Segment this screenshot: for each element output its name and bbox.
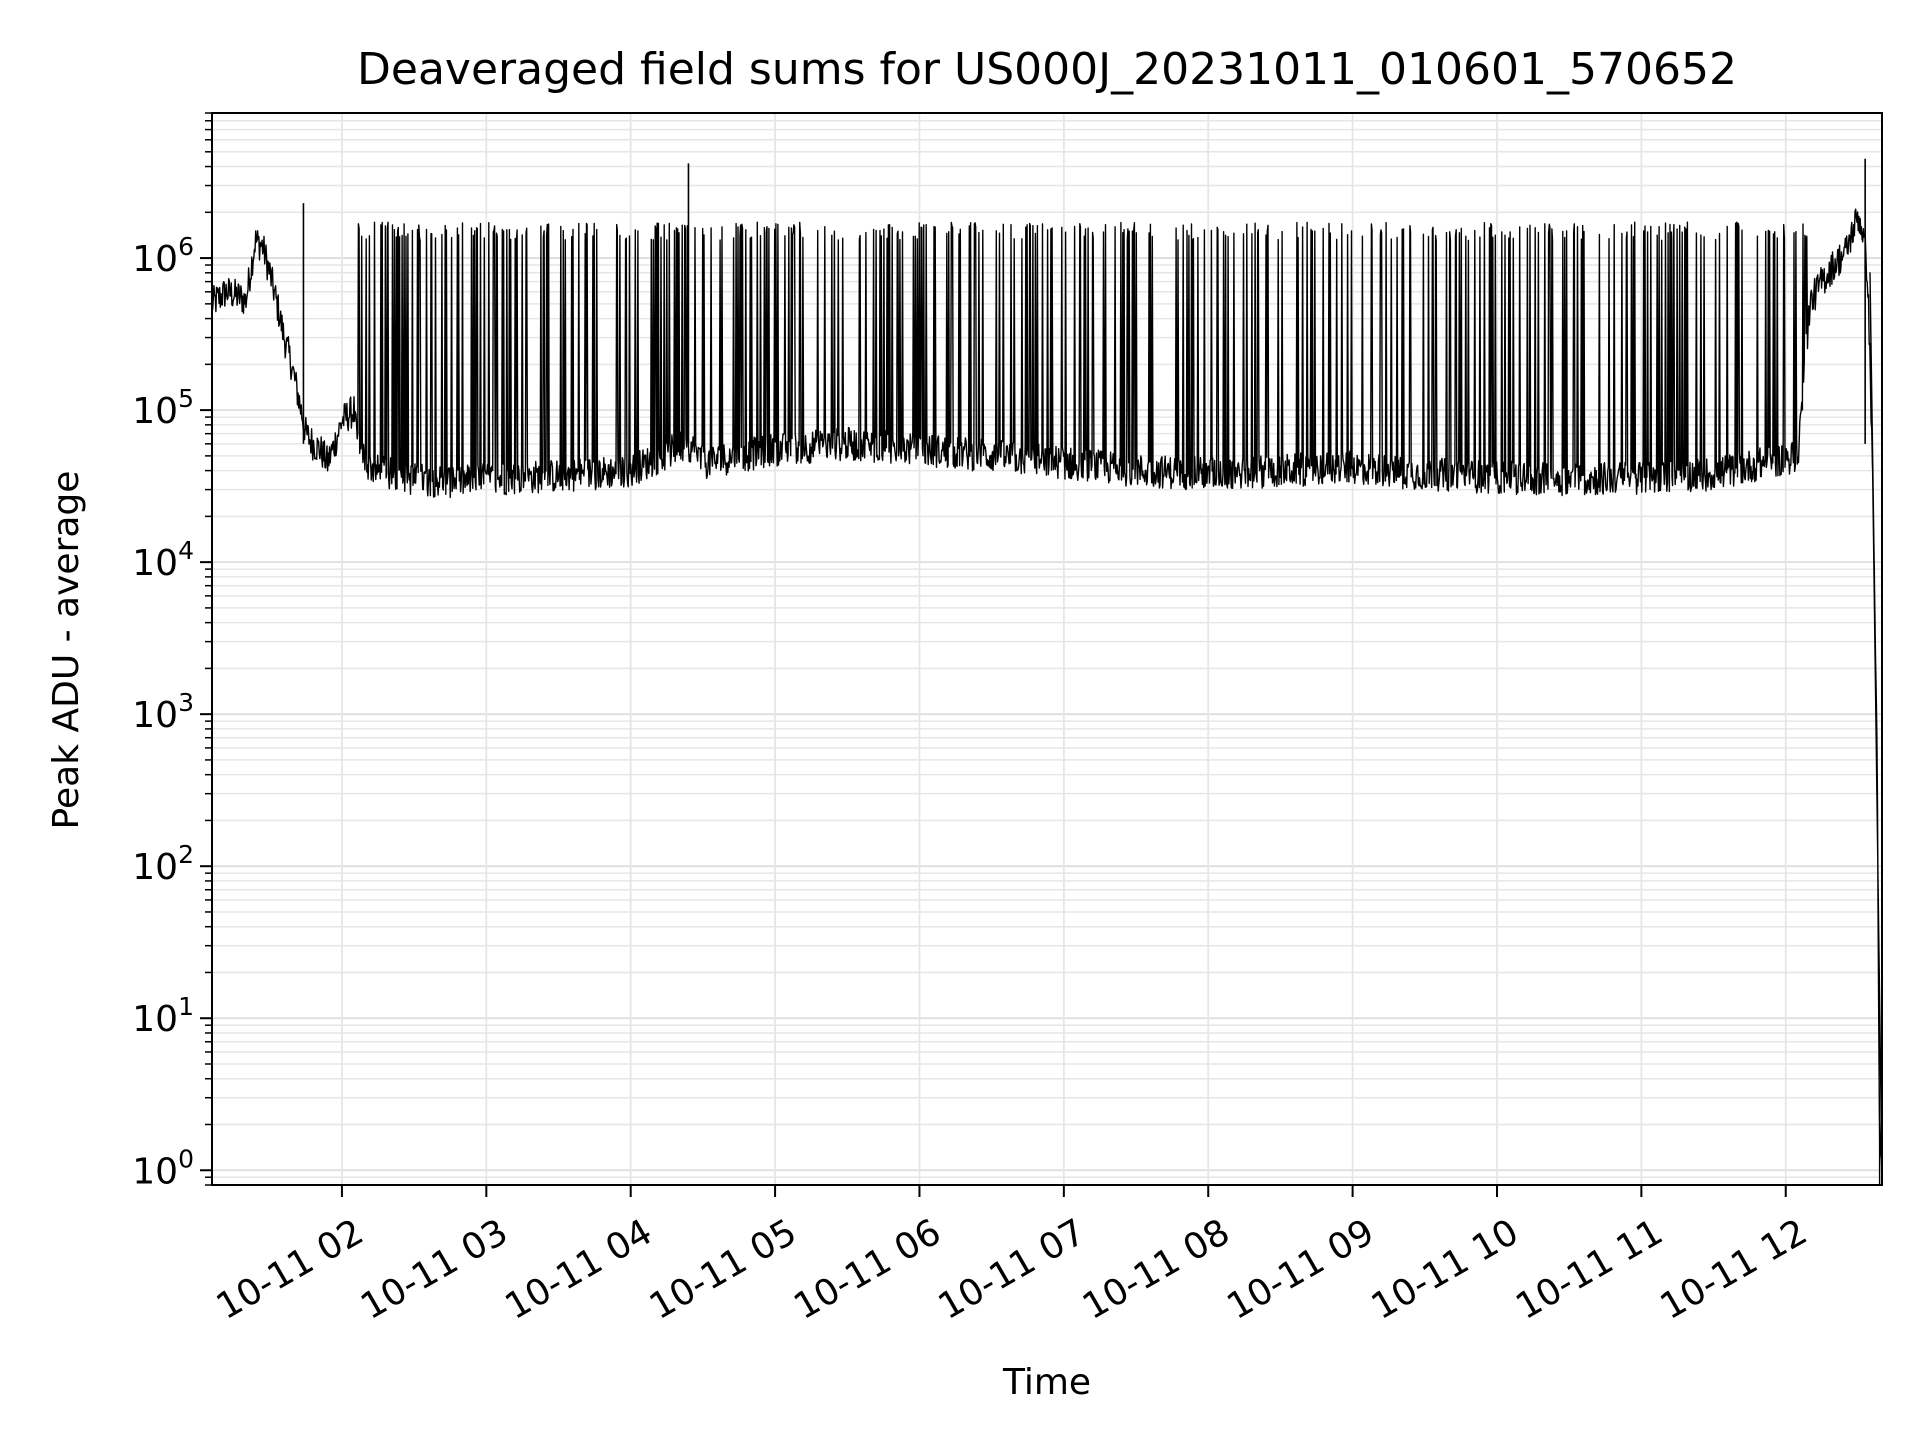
y-tick-label: 102	[132, 840, 194, 888]
series-layer	[211, 158, 1883, 1185]
chart-title: Deaveraged field sums for US000J_2023101…	[357, 44, 1737, 95]
y-axis: 100 101 102 103 104 105 106	[132, 112, 212, 1192]
x-axis-label: Time	[1002, 1362, 1091, 1403]
y-tick-label: 105	[132, 384, 194, 432]
series-line	[211, 208, 1883, 1185]
y-tick-label: 101	[132, 992, 194, 1040]
y-tick-label: 104	[132, 536, 194, 584]
y-tick-label: 100	[132, 1144, 194, 1192]
y-tick-label: 103	[132, 688, 194, 736]
plot-frame	[211, 112, 1883, 1186]
y-axis-label: Peak ADU - average	[46, 471, 87, 830]
y-tick-label: 106	[132, 232, 194, 280]
